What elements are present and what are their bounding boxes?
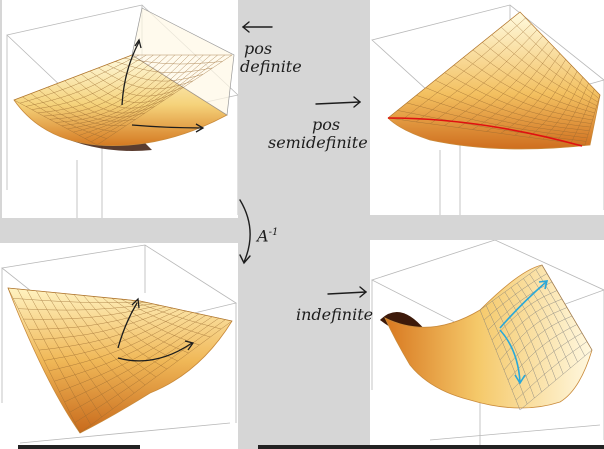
saddle-arrows xyxy=(499,280,549,385)
mesh-line xyxy=(67,54,197,130)
mesh-line xyxy=(79,54,211,136)
mesh-line xyxy=(541,264,593,351)
label-inverse-exponent: -1 xyxy=(268,227,279,238)
arrow-left-icon xyxy=(241,21,273,33)
saddle-surface-plot xyxy=(370,240,604,449)
mesh-line xyxy=(111,297,200,346)
label-pos: pos xyxy=(244,39,273,58)
arrow-down-icon xyxy=(239,199,251,265)
label-definite: definite xyxy=(240,57,302,76)
mesh-line xyxy=(519,349,593,411)
label-pos-semidefinite: pos semidefinite xyxy=(268,116,368,152)
label-pos: pos xyxy=(312,115,341,134)
surface-mesh xyxy=(479,264,593,411)
mesh-line xyxy=(49,312,193,372)
mesh-line xyxy=(519,11,601,96)
surface-fill xyxy=(384,264,593,409)
panel-positive-definite xyxy=(2,0,238,218)
surface-rim xyxy=(131,7,235,116)
mesh-line xyxy=(69,317,220,413)
label-inverse: A-1 xyxy=(257,224,278,245)
mesh-line xyxy=(482,42,596,110)
mesh-line xyxy=(523,278,571,369)
arrow-right-icon xyxy=(315,96,362,108)
surface-mesh xyxy=(7,287,233,434)
label-inverse-base: A xyxy=(257,226,269,246)
label-pos-definite: pos definite xyxy=(240,39,302,76)
label-semidefinite: semidefinite xyxy=(268,133,368,152)
vector-arrows xyxy=(121,38,205,133)
mesh-line xyxy=(92,296,178,362)
mesh-line xyxy=(64,316,213,403)
valley-surface-plot xyxy=(371,4,604,215)
panel-positive-semidefinite xyxy=(370,0,604,215)
bounding-box xyxy=(370,240,604,449)
surface-fill xyxy=(7,287,233,434)
mesh-line xyxy=(115,61,213,73)
mesh-line xyxy=(139,300,233,322)
mesh-line xyxy=(491,34,597,106)
mesh-line xyxy=(59,315,206,392)
mesh-line xyxy=(89,70,184,97)
mesh-line xyxy=(96,54,233,146)
tilted-surface-plot xyxy=(1,244,238,444)
valley-zero-curve xyxy=(387,117,583,147)
mesh-line xyxy=(507,324,578,381)
mesh-line xyxy=(120,298,211,338)
bottom-bar-right xyxy=(258,445,604,449)
mesh-line xyxy=(98,67,194,90)
mesh-line xyxy=(529,273,578,363)
mesh-line xyxy=(570,89,595,144)
mesh-line xyxy=(123,57,223,65)
bottom-bar-left xyxy=(18,445,140,449)
mesh-line xyxy=(500,26,599,103)
mesh-line xyxy=(81,74,175,103)
vector-arrows xyxy=(117,297,195,362)
mesh-line xyxy=(55,54,183,123)
mesh-line xyxy=(83,295,168,370)
mesh-line xyxy=(43,310,187,361)
mesh-line xyxy=(500,59,566,134)
mesh-line xyxy=(486,53,561,132)
mesh-line xyxy=(472,49,595,114)
mesh-line xyxy=(584,94,601,146)
mesh-line xyxy=(106,64,204,82)
mesh-line xyxy=(73,54,204,133)
mesh-line xyxy=(556,82,589,142)
mesh-line xyxy=(542,77,584,140)
mesh-line xyxy=(535,269,586,357)
surface-mesh xyxy=(387,11,601,146)
arrow-right-icon xyxy=(327,286,368,298)
mesh-line xyxy=(54,313,200,382)
mesh-line xyxy=(90,54,226,143)
panel-inverse-transformed xyxy=(0,243,238,449)
surface-mesh xyxy=(13,54,233,146)
mesh-line xyxy=(516,282,564,375)
mesh-line xyxy=(130,299,222,330)
mesh-line xyxy=(74,319,226,423)
mesh-line xyxy=(61,54,190,126)
label-indefinite: indefinite xyxy=(296,305,374,324)
mesh-line xyxy=(84,54,218,139)
mesh-line xyxy=(79,320,233,434)
mesh-line xyxy=(528,71,578,138)
mesh-line xyxy=(514,65,572,136)
bowl-surface-plot xyxy=(6,4,238,218)
mesh-line xyxy=(515,341,588,401)
mesh-line xyxy=(463,57,594,117)
panel-indefinite xyxy=(370,240,604,449)
mesh-line xyxy=(510,19,600,99)
mesh-line xyxy=(102,297,189,354)
